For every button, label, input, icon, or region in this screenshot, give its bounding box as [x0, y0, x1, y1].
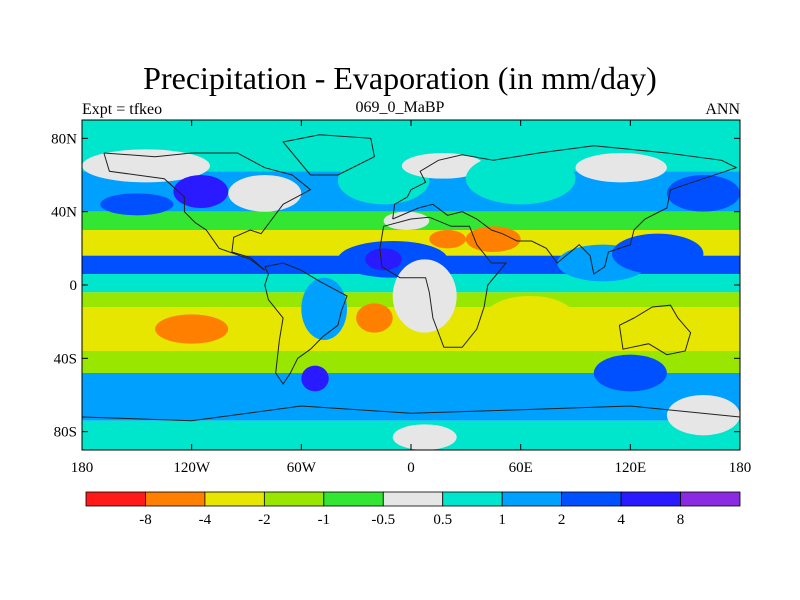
coastline-0	[103, 152, 312, 271]
x-tick-label-1: 120W	[173, 460, 211, 476]
coastline-3	[392, 145, 738, 275]
field-patch-16	[356, 303, 393, 333]
colorbar-label-4: -0.5	[371, 512, 395, 528]
colorbar: -8 -4 -2 -1 -0.5 0.5 1 2 4 8	[85, 491, 741, 528]
x-tick-label-4: 60E	[509, 460, 533, 476]
field-patch-22	[301, 365, 329, 392]
colorbar-swatch-4	[323, 491, 384, 507]
y-tick-label-3: 40S	[54, 351, 77, 367]
colorbar-swatch-0	[85, 491, 146, 507]
colorbar-swatch-5	[382, 491, 444, 507]
x-tick-label-6: 180	[729, 460, 752, 476]
axis-ticks: 80N 40N 0 40S 80S 180 120W 60W 0 60E 120E 180	[51, 120, 751, 476]
field-patch-15	[301, 277, 348, 341]
field-patch-6	[465, 153, 576, 205]
colorbar-label-5: 0.5	[433, 512, 452, 528]
colorbar-label-9: 8	[677, 512, 685, 528]
field-patch-5	[401, 153, 485, 179]
field-patch-24	[392, 424, 457, 450]
colorbar-label-8: 4	[617, 512, 625, 528]
colorbar-swatch-8	[561, 491, 622, 507]
colorbar-label-7: 2	[558, 512, 566, 528]
colorbar-swatch-9	[620, 491, 681, 507]
coastline-1	[264, 262, 348, 385]
x-tick-label-0: 180	[71, 460, 94, 476]
field-patch-2	[228, 175, 302, 212]
field-patch-21	[593, 354, 667, 392]
field-patch-9	[383, 211, 430, 230]
coastlines	[82, 134, 740, 422]
plot-title: Precipitation - Evaporation (in mm/day)	[143, 60, 657, 96]
field-patch-0	[82, 149, 210, 183]
field-patch-10	[465, 226, 521, 253]
coastline-2	[379, 216, 508, 348]
x-tick-label-3: 0	[407, 460, 415, 476]
colorbar-swatch-10	[680, 491, 741, 507]
colorbar-label-6: 1	[498, 512, 506, 528]
field-patch-13	[365, 248, 402, 271]
colorbar-swatch-3	[263, 491, 325, 507]
x-tick-label-5: 120E	[614, 460, 646, 476]
field-patch-11	[429, 230, 466, 249]
y-tick-label-0: 80N	[51, 131, 77, 147]
time-label: 069_0_MaBP	[355, 99, 445, 116]
colorbar-swatch-6	[442, 491, 503, 507]
field-patch-14	[392, 259, 457, 333]
precip-evap-field	[82, 120, 740, 450]
season-label: ANN	[705, 101, 740, 118]
colorbar-label-2: -2	[258, 512, 271, 528]
colorbar-swatch-7	[501, 491, 563, 507]
field-band-8	[82, 351, 740, 373]
field-patch-19	[612, 233, 704, 274]
coastline-6	[282, 134, 375, 176]
y-tick-label-2: 0	[70, 278, 78, 294]
field-patch-7	[575, 153, 667, 183]
field-patch-3	[173, 175, 229, 208]
field-patch-1	[100, 193, 174, 216]
y-tick-label-4: 80S	[54, 425, 77, 441]
experiment-label: Expt = tfkeo	[82, 101, 163, 118]
x-tick-label-2: 60W	[287, 460, 317, 476]
colorbar-label-0: -8	[139, 512, 152, 528]
field-patch-20	[484, 296, 576, 340]
field-patch-8	[666, 175, 740, 212]
colorbar-label-3: -1	[318, 512, 331, 528]
field-patch-17	[155, 314, 229, 344]
field-patch-23	[666, 395, 740, 436]
coastline-5	[82, 405, 740, 422]
colorbar-swatch-2	[204, 491, 265, 507]
y-tick-label-1: 40N	[51, 205, 77, 221]
colorbar-swatch-1	[145, 491, 206, 507]
coastline-4	[618, 304, 692, 356]
colorbar-label-1: -4	[199, 512, 212, 528]
